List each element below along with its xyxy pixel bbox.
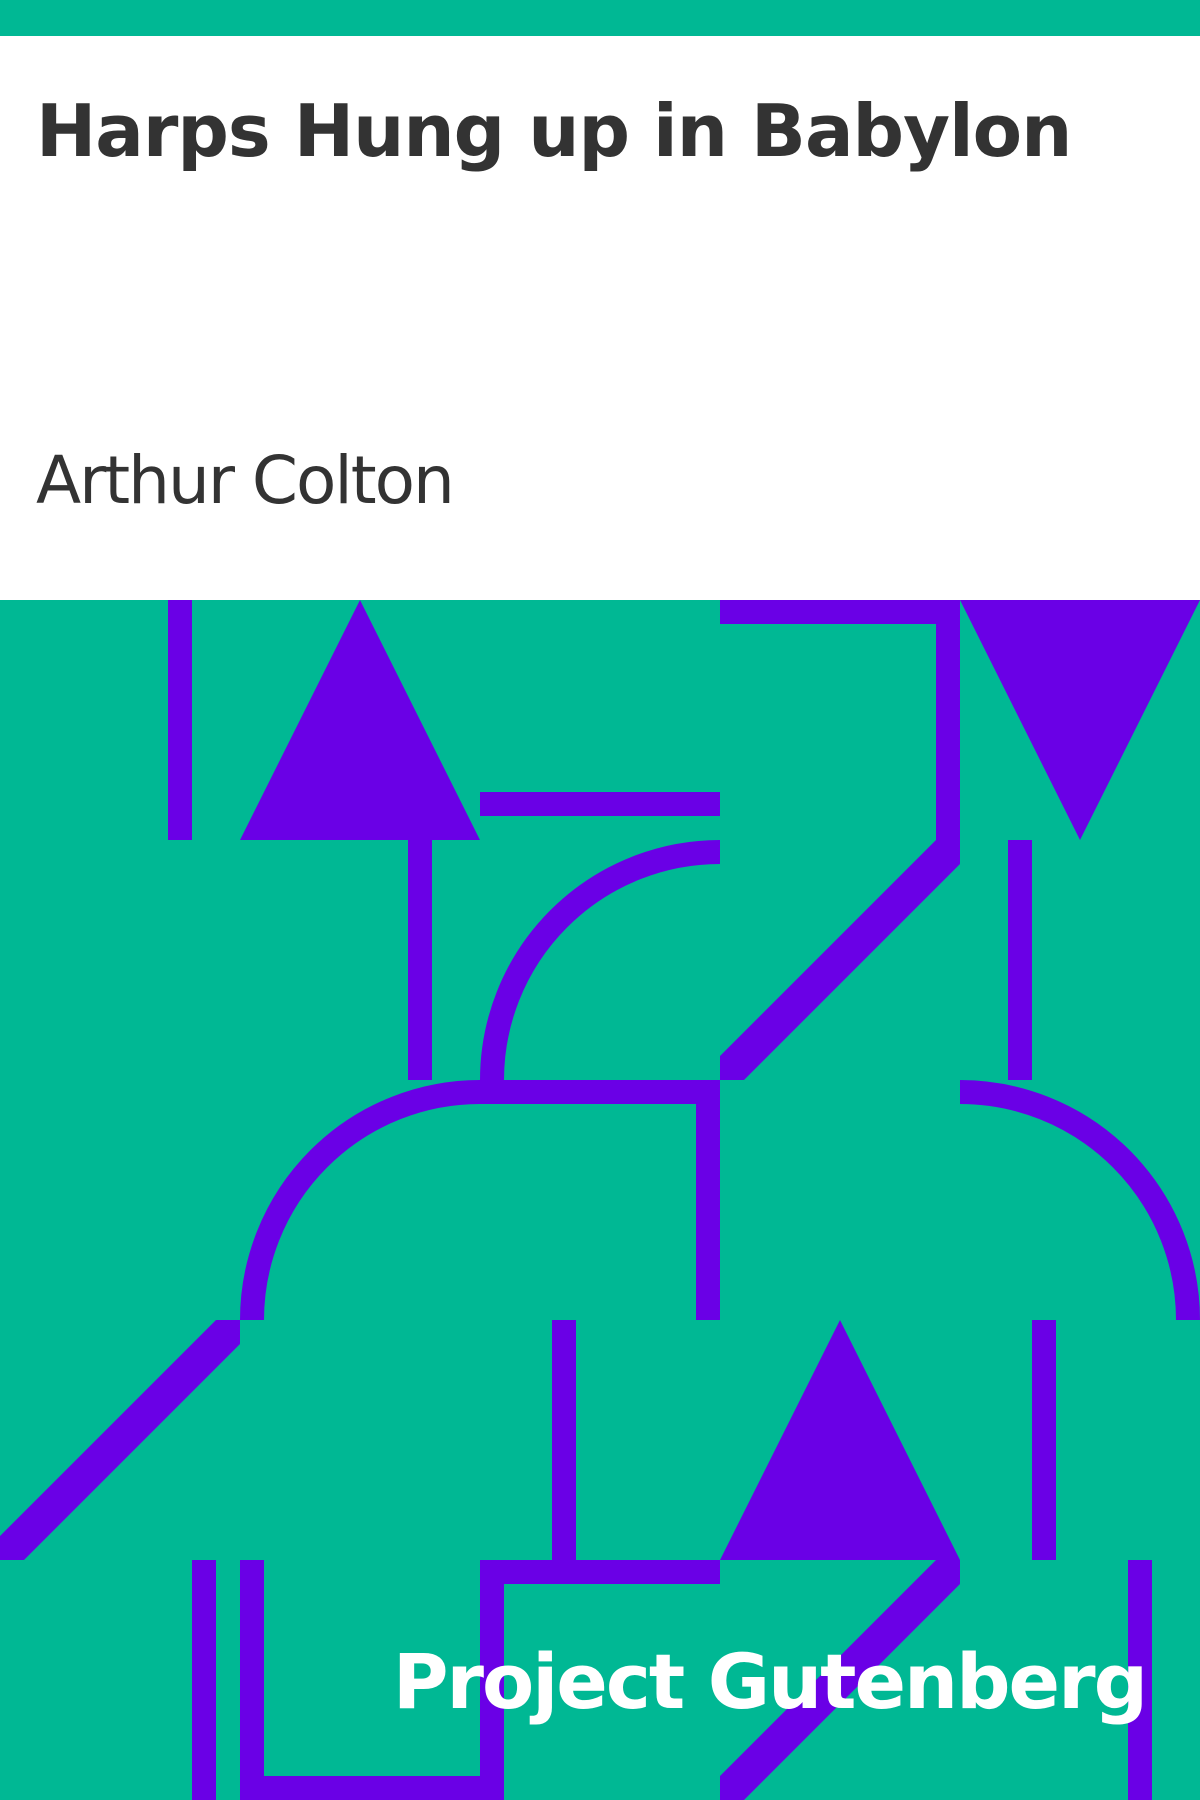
pattern-triangle [720, 1320, 960, 1560]
pattern-bar [192, 1560, 216, 1800]
pattern-bar [240, 1776, 480, 1800]
pattern-bar [480, 1560, 720, 1584]
pattern-diagonal [720, 1560, 960, 1800]
book-title: Harps Hung up in Babylon [36, 89, 1072, 173]
pattern-bar [168, 600, 192, 840]
pattern-triangle [960, 600, 1200, 840]
pattern-bar [240, 1560, 264, 1800]
pattern-bar [720, 600, 960, 624]
cover-pattern-artwork [0, 600, 1200, 1800]
pattern-bar [1008, 840, 1032, 1080]
pattern-bar [936, 600, 960, 840]
pattern-arc [480, 840, 721, 1081]
pattern-arc [240, 1080, 481, 1321]
pattern-arc [959, 1080, 1200, 1321]
pattern-bar [1032, 1320, 1056, 1560]
pattern-bar [480, 792, 720, 816]
pattern-bar [696, 1080, 720, 1320]
pattern-bar [480, 1584, 504, 1800]
pattern-bar [1128, 1560, 1152, 1800]
book-author: Arthur Colton [36, 442, 455, 519]
pattern-bar [552, 1320, 576, 1560]
publisher-name: Project Gutenberg [392, 1637, 1148, 1726]
pattern-triangle [240, 600, 480, 840]
pattern-bar [480, 1080, 720, 1104]
top-accent-stripe [0, 0, 1200, 36]
pattern-bar [408, 840, 432, 1080]
pattern-diagonal [0, 1320, 240, 1560]
pattern-diagonal [720, 840, 960, 1080]
